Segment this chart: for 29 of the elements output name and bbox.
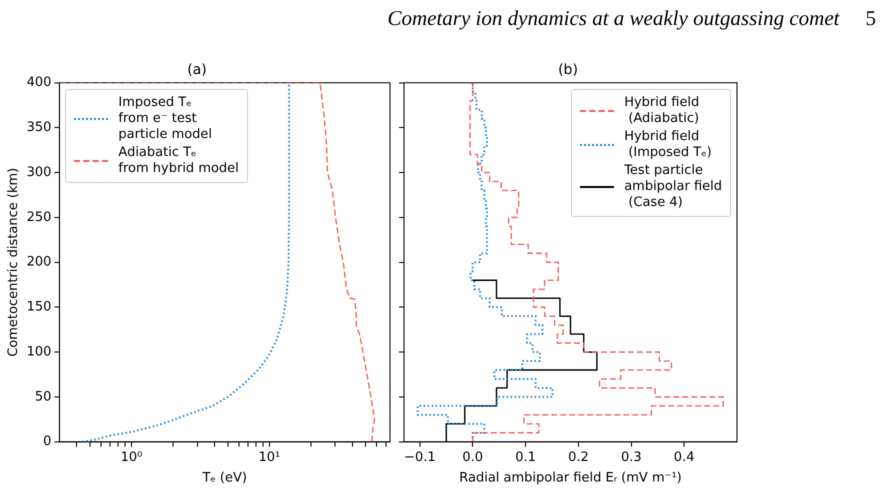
legend-label: Test particle ambipolar field (Case 4) bbox=[624, 162, 722, 211]
x-tick-label: 0.0 bbox=[462, 450, 484, 465]
legend-label: Imposed Tₑ from e⁻ test particle model bbox=[118, 94, 212, 143]
legend-label: Hybrid field (Imposed Tₑ) bbox=[624, 128, 712, 161]
x-tick-label: 0.3 bbox=[620, 450, 642, 465]
y-axis-title: Cometocentric distance (km) bbox=[6, 168, 22, 357]
x-tick-label: 0.1 bbox=[515, 450, 536, 465]
x-tick-label: 0.2 bbox=[568, 450, 589, 465]
text: Cometary ion dynamics at a weakly outgassing comet bbox=[387, 6, 840, 31]
y-tick-label: 350 bbox=[26, 120, 52, 136]
y-tick-label: 150 bbox=[26, 300, 52, 315]
legend-label: Hybrid field (Adiabatic) bbox=[624, 94, 700, 127]
legend-label: Adiabatic Tₑ from hybrid model bbox=[118, 144, 239, 177]
y-tick-label: 400 bbox=[26, 75, 52, 90]
x-tick-label: 10¹ bbox=[258, 450, 280, 465]
x-axis-title: Radial ambipolar field Eᵣ (mV m⁻¹) bbox=[459, 470, 682, 486]
y-tick-label: 100 bbox=[26, 344, 52, 360]
x-tick-label: 10⁰ bbox=[120, 450, 142, 465]
y-tick-label: 200 bbox=[26, 254, 52, 270]
y-tick-label: 250 bbox=[26, 210, 52, 225]
y-tick-label: 300 bbox=[26, 164, 52, 180]
text: 5 bbox=[866, 6, 876, 31]
chart-title: (b) bbox=[558, 62, 578, 78]
y-tick-label: 0 bbox=[43, 434, 52, 450]
chart-title: (a) bbox=[187, 62, 207, 78]
x-tick-label: −0.1 bbox=[404, 450, 436, 465]
x-axis-title: Tₑ (eV) bbox=[201, 470, 247, 486]
x-tick-label: 0.4 bbox=[674, 450, 694, 465]
y-tick-label: 50 bbox=[34, 389, 52, 404]
